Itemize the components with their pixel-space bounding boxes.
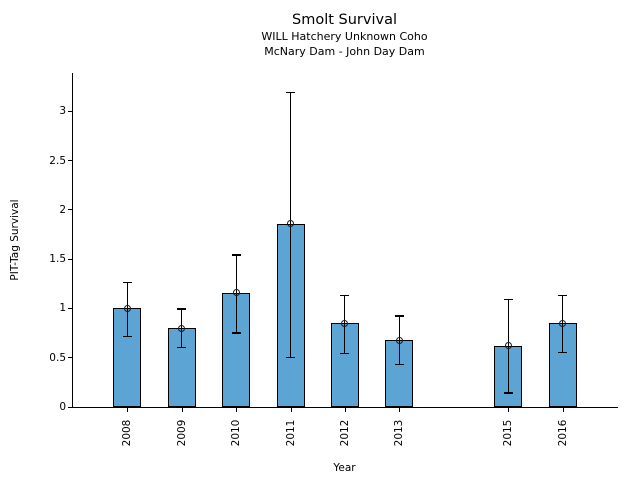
y-axis-tick [68,258,72,260]
chart-title: Smolt Survival [292,12,397,28]
mean-marker-2008 [123,304,131,312]
error-cap-top-2016 [558,294,567,297]
x-axis-tick [399,408,401,412]
error-cap-top-2010 [231,254,241,256]
mean-marker-2016 [559,319,566,327]
mean-marker-2013 [395,336,403,344]
x-tick-label-2015: 2015 [502,419,515,447]
plot-area: 0 0.5 1 1.5 2 2.5 3 2008 2009 2010 2011 2012 2013 201… [49,73,618,446]
y-axis-tick [68,209,72,211]
error-cap-top-2011 [286,91,295,94]
y-tick-label: 0 [59,401,66,413]
y-axis-label: PIT-Tag Survival [9,199,21,281]
y-axis-tick [68,160,72,162]
x-axis-tick [562,408,564,412]
y-axis-tick [68,357,72,359]
error-cap-bottom-2012 [340,352,350,355]
mean-marker-2010 [232,289,240,297]
x-axis-tick [508,408,510,412]
y-tick-label: 0.5 [49,351,66,364]
x-tick-label-2009: 2009 [175,419,188,447]
x-axis-tick [290,408,292,412]
error-cap-bottom-2010 [231,332,241,334]
y-tick-label: 3 [59,105,66,118]
x-tick-label-2010: 2010 [230,419,243,447]
y-tick-label: 2 [59,203,66,216]
x-tick-label-2008: 2008 [121,419,134,447]
mean-marker-2009 [178,324,186,332]
error-cap-bottom-2008 [122,336,132,338]
error-cap-top-2008 [122,281,132,284]
error-cap-top-2009 [177,308,187,310]
x-axis-tick [236,408,238,412]
x-tick-label-2013: 2013 [393,419,406,447]
error-cap-bottom-2016 [558,351,567,354]
error-cap-bottom-2011 [286,356,295,359]
mean-marker-2012 [341,319,349,327]
x-axis-tick [127,408,129,412]
error-cap-top-2015 [503,298,513,300]
x-axis-tick [181,408,183,412]
x-tick-label-2011: 2011 [284,419,297,447]
y-tick-label: 1 [59,302,66,315]
error-cap-bottom-2009 [177,346,187,349]
mean-marker-2015 [504,342,512,350]
error-cap-bottom-2015 [503,392,513,394]
error-cap-top-2013 [394,315,404,317]
y-axis-tick [68,307,72,309]
y-tick-label: 1.5 [49,253,66,266]
x-tick-label-2016: 2016 [556,419,569,447]
x-tick-label-2012: 2012 [338,419,351,447]
y-tick-label: 2.5 [49,154,66,167]
error-cap-top-2012 [340,294,350,297]
y-axis-tick [68,406,72,408]
chart-subtitle-line1: WILL Hatchery Unknown Coho [261,30,428,43]
x-axis-label: Year [333,462,356,474]
chart-subtitle-line2: McNary Dam - John Day Dam [264,45,425,58]
x-axis-tick [344,408,346,412]
error-cap-bottom-2013 [394,363,404,366]
mean-marker-2011 [287,220,294,228]
y-axis-tick [68,110,72,112]
